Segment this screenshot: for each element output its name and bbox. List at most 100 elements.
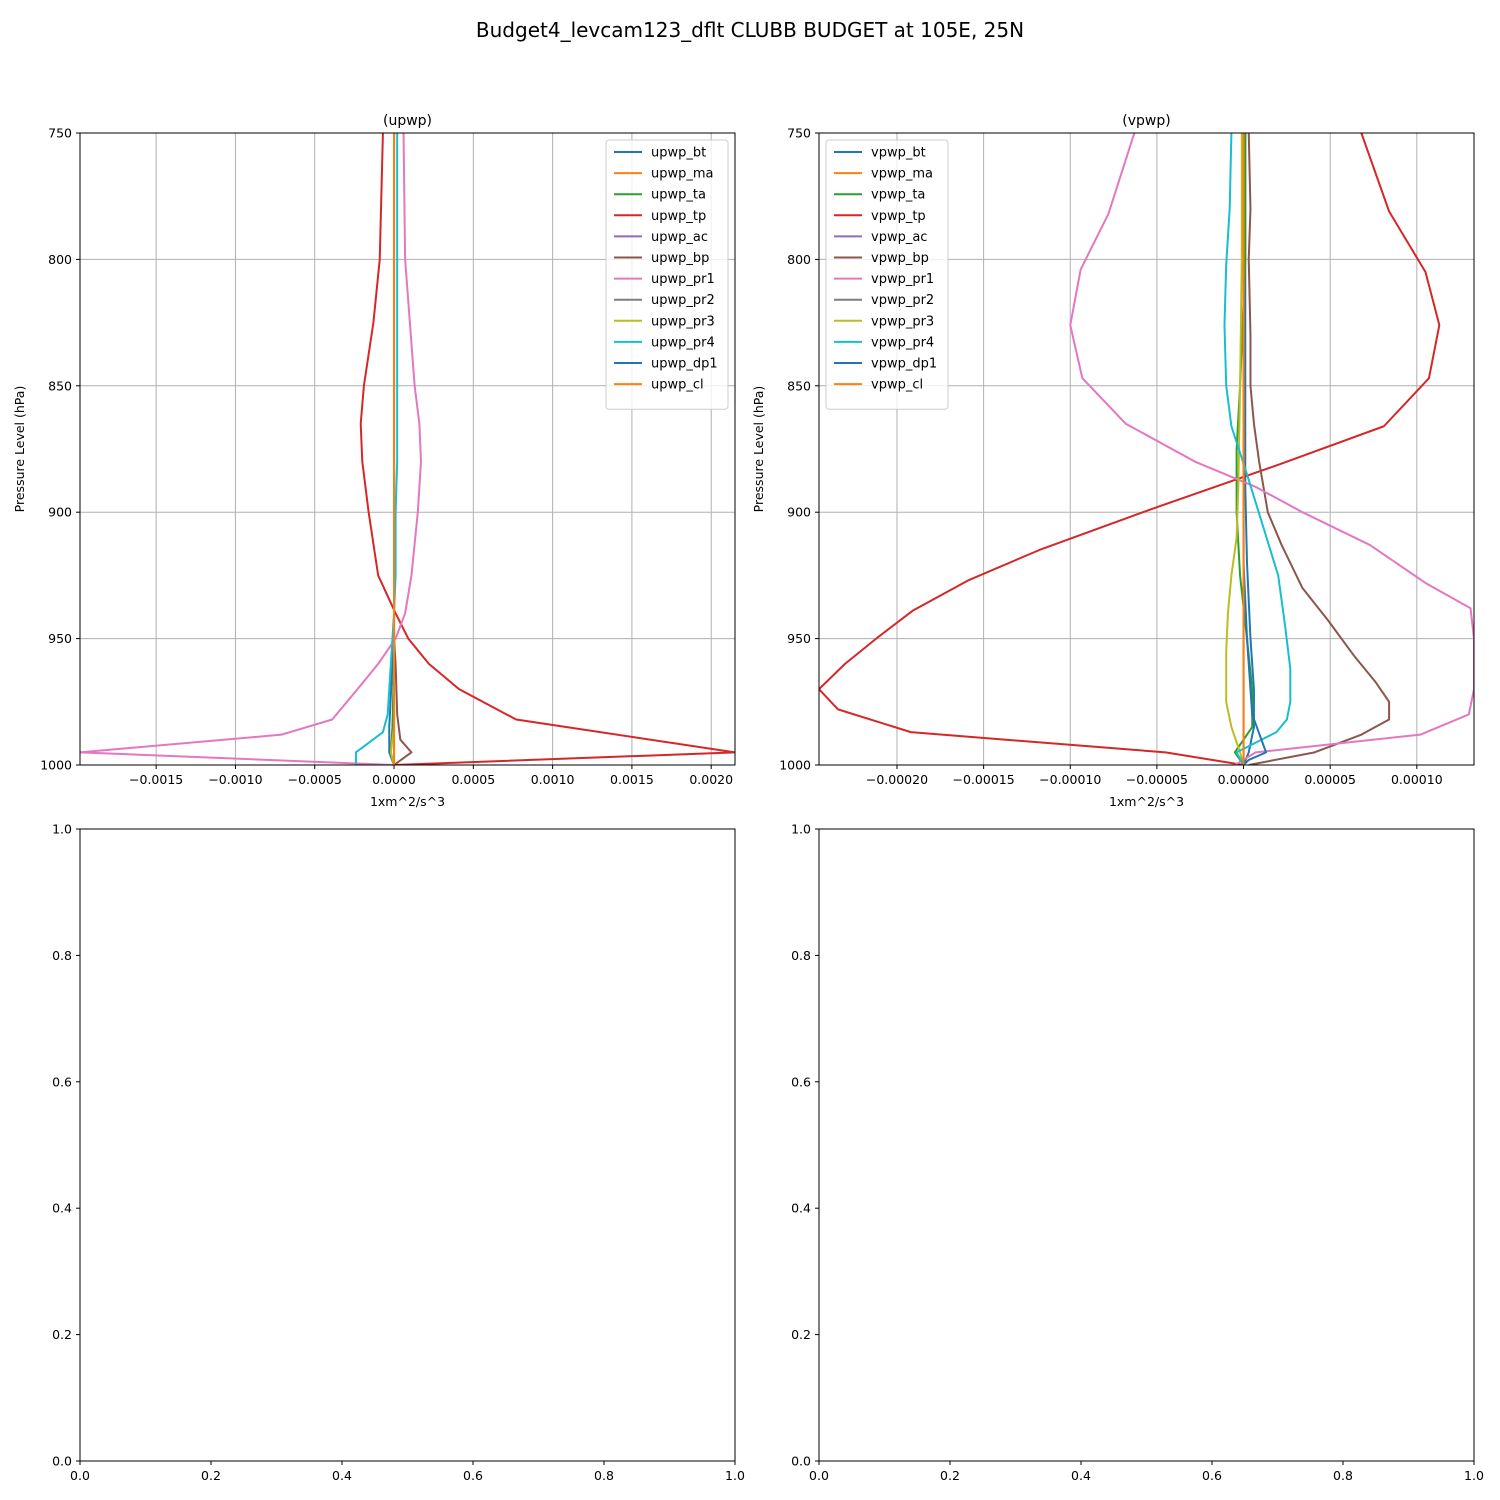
legend-entry: vpwp_pr1 [871,272,934,287]
y-tick-label: 1000 [779,758,811,773]
legend-entry: upwp_pr1 [651,272,715,287]
panels: −0.0015 −0.0010 −0.0005 0.0000 0.0005 0.0010 0… [12,113,1484,1483]
legend-entry: vpwp_ac [871,230,927,245]
x-tick-label: 0.8 [594,1468,614,1483]
series-line-vpwp-ta [1233,133,1254,765]
x-tick-label: −0.0010 [208,772,262,787]
x-tick-label: −0.00005 [1126,772,1188,787]
y-tick-label: 1.0 [791,822,811,837]
y-tick-label: 800 [787,252,811,267]
y-tick-label: 1.0 [52,822,72,837]
series-line-upwp-pr1 [80,133,422,765]
x-tick-label: 0.0010 [531,772,575,787]
legend-entry: vpwp_pr2 [871,293,934,308]
plot-area [79,132,736,766]
y-tick-label: 950 [787,631,811,646]
x-tick-label: 0.4 [332,1468,352,1483]
legend-entry: upwp_tp [651,209,706,224]
legend-entry: upwp_dp1 [651,357,718,372]
series-line-vpwp-pr3 [1225,133,1245,765]
legend-entry: upwp_bp [651,251,709,266]
y-tick-label: 0.4 [791,1201,811,1216]
y-tick-label: 850 [787,378,811,393]
plot-area [818,828,1475,1462]
y-tick-label: 0.2 [791,1327,811,1342]
x-axis-label: 1xm^2/s^3 [1109,794,1184,809]
y-tick-label: 950 [48,631,72,646]
x-tick-label: −0.00015 [953,772,1015,787]
y-tick-label: 900 [787,505,811,520]
y-tick-label: 1000 [40,758,72,773]
legend-entry: upwp_ta [651,188,706,203]
y-tick-label: 900 [48,505,72,520]
legend-entry: upwp_ac [651,230,708,245]
y-tick-label: 0.0 [52,1454,72,1469]
legend: upwp_bt upwp_ma upwp_ta upwp_tp upwp_ac upwp_… [605,139,729,410]
y-tick-label: 0.6 [791,1074,811,1089]
x-tick-label: 0.6 [463,1468,483,1483]
x-tick-label: 1.0 [1464,1468,1484,1483]
x-tick-label: 0.00010 [1391,772,1443,787]
legend: vpwp_bt vpwp_ma vpwp_ta vpwp_tp vpwp_ac vpwp_… [825,139,949,410]
legend-entry: vpwp_tp [871,209,926,224]
x-tick-label: −0.0005 [288,772,342,787]
plot-area [79,828,736,1462]
series-line-vpwp-dp1 [1242,133,1268,765]
x-tick-label: 0.0 [70,1468,90,1483]
legend-entry: upwp_pr3 [651,314,715,329]
y-tick-label: 750 [787,126,811,141]
chart-panel-1: −0.0015 −0.0010 −0.0005 0.0000 0.0005 0.0010 0… [12,113,736,809]
y-tick-label: 0.8 [52,948,72,963]
legend-entry: vpwp_pr3 [871,314,934,329]
series-line-vpwp-tp [819,133,1441,765]
series-line-vpwp-pr1 [1069,133,1474,765]
legend-entry: vpwp_ta [871,188,925,203]
y-tick-label: 850 [48,378,72,393]
x-tick-label: 0.6 [1202,1468,1222,1483]
plot-area [818,132,1475,766]
y-tick-label: 0.0 [791,1454,811,1469]
y-axis-label: Pressure Level (hPa) [12,386,27,513]
series-line-vpwp-pr4 [1223,133,1292,765]
legend-entry: vpwp_ma [871,167,933,182]
x-tick-label: 0.0015 [610,772,654,787]
chart-panel-3: 0.0 0.2 0.4 0.6 0.8 1.0 0.0 0.2 0.4 0.6 0.8 1.0 [52,822,745,1484]
panel-title: (vpwp) [1122,113,1170,129]
y-tick-label: 0.4 [52,1201,72,1216]
legend-entry: upwp_ma [651,167,714,182]
x-tick-label: 0.00000 [1218,772,1270,787]
y-tick-label: 0.6 [52,1074,72,1089]
x-tick-label: 0.0005 [451,772,495,787]
x-tick-label: 0.2 [940,1468,960,1483]
x-axis-label: 1xm^2/s^3 [370,794,445,809]
chart-panel-4: 0.0 0.2 0.4 0.6 0.8 1.0 0.0 0.2 0.4 0.6 0.8 1.0 [791,822,1484,1484]
x-tick-label: 0.0 [809,1468,829,1483]
legend-entry: vpwp_bt [871,146,926,161]
chart-panel-2: −0.00020 −0.00015 −0.00010 −0.00005 0.00000 0… [751,113,1475,809]
series-line-vpwp-bt [1242,133,1255,765]
x-tick-label: 1.0 [725,1468,745,1483]
legend-entry: vpwp_cl [871,378,923,393]
y-tick-label: 750 [48,126,72,141]
series-line-vpwp-bp [1247,133,1391,765]
y-tick-label: 800 [48,252,72,267]
x-tick-label: 0.00005 [1304,772,1356,787]
x-tick-label: −0.00020 [866,772,928,787]
legend-entry: upwp_cl [651,378,704,393]
legend-entry: vpwp_bp [871,251,929,266]
x-tick-label: −0.0015 [129,772,183,787]
legend-entry: vpwp_dp1 [871,357,937,372]
figure-title: Budget4_levcam123_dflt CLUBB BUDGET at 1… [476,18,1024,42]
y-axis-label: Pressure Level (hPa) [751,386,766,513]
x-tick-label: 0.4 [1071,1468,1091,1483]
x-tick-label: 0.0020 [689,772,733,787]
x-tick-label: 0.0000 [372,772,416,787]
panel-title: (upwp) [383,113,432,129]
series-group [80,133,735,765]
legend-entry: upwp_bt [651,146,706,161]
series-line-upwp-tp [359,133,735,765]
legend-entry: vpwp_pr4 [871,335,934,350]
y-tick-label: 0.2 [52,1327,72,1342]
series-group [819,133,1474,765]
